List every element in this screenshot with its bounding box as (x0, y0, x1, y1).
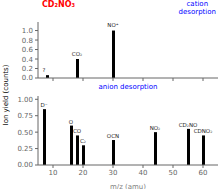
svg-text:40: 40 (139, 169, 148, 177)
html-text:cation desorption: cation desorption (178, 0, 216, 16)
svg-text:OCN: OCN (107, 133, 119, 139)
svg-text:CD₂NO: CD₂NO (179, 122, 198, 128)
html-text:Ion yield (counts): Ion yield (counts) (2, 64, 10, 125)
svg-text:?: ? (43, 67, 46, 73)
html-text:CD₂NO₃: CD₂NO₃ (42, 0, 75, 9)
svg-text:1.0: 1.0 (22, 27, 33, 35)
svg-text:0.2: 0.2 (22, 65, 33, 73)
svg-text:50: 50 (169, 169, 178, 177)
svg-text:0.6: 0.6 (22, 46, 34, 54)
svg-text:m/z (amu): m/z (amu) (110, 183, 146, 189)
svg-text:0.0: 0.0 (22, 74, 33, 82)
svg-text:0.75: 0.75 (17, 112, 33, 120)
svg-text:0.50: 0.50 (17, 129, 33, 137)
svg-text:O: O (69, 119, 74, 125)
svg-text:0.4: 0.4 (22, 56, 34, 64)
svg-text:20: 20 (79, 169, 88, 177)
svg-text:30: 30 (109, 169, 118, 177)
svg-text:0.00: 0.00 (17, 161, 33, 169)
svg-text:1.00: 1.00 (17, 96, 33, 104)
svg-text:CO: CO (73, 128, 82, 134)
svg-text:D⁻: D⁻ (40, 102, 47, 108)
svg-text:0.25: 0.25 (17, 145, 33, 153)
svg-text:60: 60 (199, 169, 208, 177)
svg-text:CO₂: CO₂ (72, 51, 82, 57)
html-text:anion desorption: anion desorption (98, 83, 158, 91)
svg-text:NO⁺: NO⁺ (107, 22, 118, 28)
svg-text:0.8: 0.8 (22, 37, 33, 45)
svg-text:NO₂: NO₂ (150, 125, 161, 131)
svg-text:10: 10 (49, 169, 58, 177)
svg-text:C₂: C₂ (80, 138, 86, 144)
svg-text:CDNO₂: CDNO₂ (194, 128, 213, 134)
